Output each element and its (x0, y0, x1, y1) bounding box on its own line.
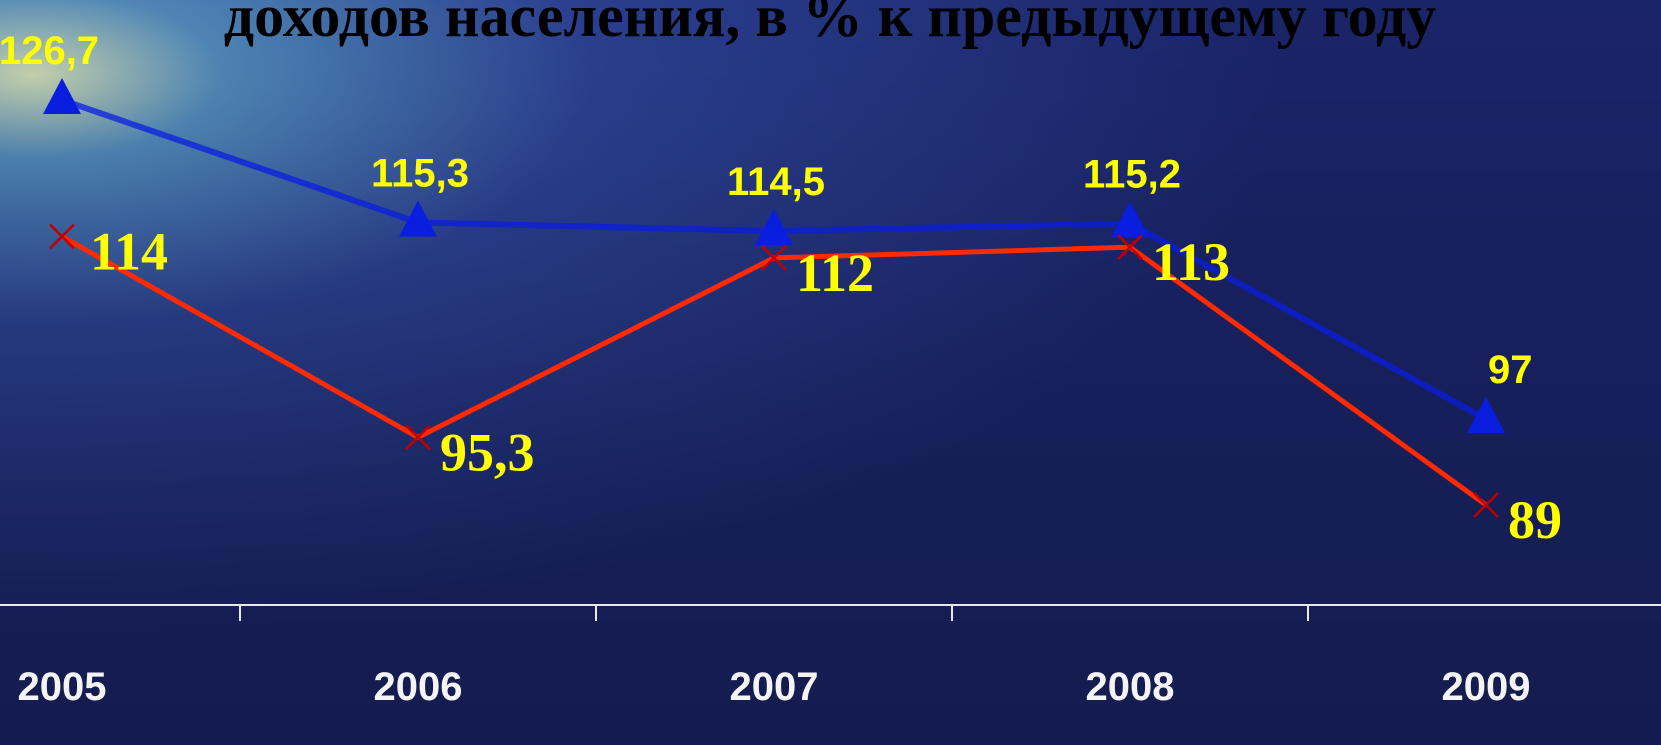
data-label: 115,2 (1083, 153, 1181, 197)
data-label: 115,3 (371, 151, 469, 195)
data-label: 97 (1488, 348, 1533, 392)
x-tick-label: 2007 (730, 665, 819, 709)
x-tick-label: 2008 (1086, 665, 1175, 709)
background-shade (0, 0, 1661, 745)
x-tick-label: 2006 (374, 665, 463, 709)
data-label: 112 (796, 243, 874, 303)
data-label: 114,5 (727, 160, 825, 204)
x-tick-label: 2005 (18, 665, 107, 709)
chart: доходов населения, в % к предыдущему год… (0, 0, 1661, 745)
data-label: 126,7 (0, 29, 99, 73)
data-label: 113 (1152, 232, 1230, 292)
x-tick-label: 2009 (1442, 665, 1531, 709)
chart-title: доходов населения, в % к предыдущему год… (224, 0, 1436, 49)
data-label: 114 (90, 221, 168, 281)
data-label: 89 (1508, 490, 1562, 550)
data-label: 95,3 (440, 422, 535, 482)
